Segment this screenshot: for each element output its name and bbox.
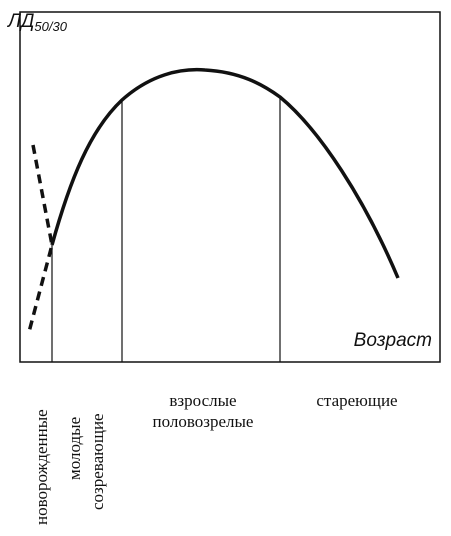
y-label-main: ЛД [6, 11, 34, 32]
frame [19, 11, 441, 363]
curve [50, 67, 400, 279]
dashed-curve [27, 144, 54, 333]
y-label-sub: 50/30 [34, 19, 67, 34]
stage-label: новорожденные [32, 409, 51, 525]
stage-label: половозрелые [153, 412, 254, 431]
stage-label: молодые [65, 417, 84, 480]
stage-label: созревающие [88, 413, 107, 510]
stage-label: взрослые [169, 391, 236, 410]
y-axis-label: ЛД50/30 [6, 11, 68, 34]
x-axis-label: Возраст [354, 330, 432, 351]
stage-label: стареющие [316, 391, 397, 410]
